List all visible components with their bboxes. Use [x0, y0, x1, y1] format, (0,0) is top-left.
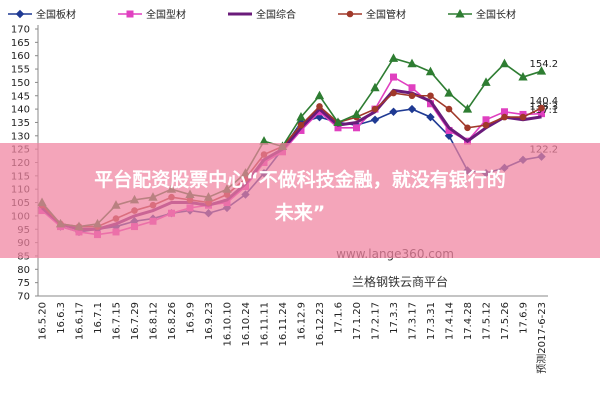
point — [15, 9, 25, 19]
point — [427, 92, 434, 100]
x-tick-label: 17.2.17 — [371, 302, 382, 340]
point — [316, 103, 323, 110]
y-tick-label: 75 — [17, 278, 30, 289]
point — [370, 82, 380, 92]
x-tick-label: 16.11.24 — [278, 302, 289, 347]
y-tick-label: 135 — [11, 118, 30, 129]
banner-line1: 平台配资股票中心“不做科技金融，就没有银行的 — [94, 168, 506, 191]
point — [390, 73, 397, 81]
point — [501, 113, 508, 121]
point — [333, 117, 343, 126]
x-tick-label: 17.5.12 — [482, 302, 493, 340]
watermark-platform: 兰格钢铁云商平台 — [352, 274, 448, 289]
y-tick-label: 155 — [11, 65, 30, 76]
point — [444, 88, 454, 97]
y-tick-label: 70 — [17, 292, 30, 303]
point — [346, 10, 354, 18]
end-label: 154.2 — [530, 59, 559, 70]
y-tick-label: 145 — [11, 91, 30, 102]
x-tick-label: 16.10.24 — [241, 302, 252, 347]
x-tick-label: 16.7.15 — [112, 302, 123, 340]
point — [389, 107, 398, 116]
x-tick-label: 17.1.20 — [352, 302, 363, 340]
point — [351, 109, 362, 118]
legend-label: 全国管材 — [366, 8, 406, 21]
point — [455, 8, 465, 18]
legend-label: 全国综合 — [256, 8, 296, 21]
x-tick-label: 16.5.20 — [38, 302, 49, 340]
point — [519, 113, 527, 121]
x-tick-label: 17.5.26 — [500, 302, 511, 340]
x-tick-label: 17.6.9 — [519, 302, 530, 334]
point — [353, 124, 360, 132]
y-tick-label: 140 — [11, 105, 30, 116]
y-tick-label: 130 — [11, 131, 30, 142]
point — [408, 92, 416, 100]
point — [444, 131, 454, 141]
point — [518, 72, 528, 81]
point — [538, 104, 545, 112]
x-tick-label: 17.4.14 — [445, 302, 456, 340]
point — [370, 115, 380, 124]
point — [482, 121, 490, 129]
point — [464, 124, 471, 132]
y-tick-label: 165 — [11, 38, 30, 49]
x-tick-label: 16.11.11 — [260, 302, 271, 347]
y-tick-label: 80 — [17, 265, 30, 276]
point — [407, 58, 417, 68]
banner-bg — [0, 143, 600, 258]
x-tick-label: 17.3.17 — [408, 302, 419, 340]
point — [314, 90, 325, 100]
x-tick-label: 预测2017-6-23 — [535, 302, 548, 374]
point — [407, 104, 417, 114]
x-tick-label: 16.9.23 — [204, 302, 215, 340]
legend-label: 全国长材 — [476, 8, 516, 21]
x-tick-label: 16.7.29 — [130, 302, 141, 340]
x-tick-label: 16.9.9 — [186, 302, 197, 334]
banner-line2: 未来” — [274, 201, 326, 224]
point — [390, 89, 397, 97]
y-tick-label: 170 — [11, 25, 30, 36]
legend-label: 全国型材 — [146, 8, 186, 21]
y-tick-label: 150 — [11, 78, 30, 89]
x-tick-label: 16.7.1 — [93, 302, 104, 334]
point — [426, 112, 435, 122]
x-tick-label: 16.8.12 — [149, 302, 160, 340]
x-tick-label: 17.1.6 — [334, 302, 345, 334]
y-tick-label: 160 — [11, 51, 30, 62]
end-label: 140.4 — [530, 96, 559, 107]
x-tick-label: 16.12.23 — [315, 302, 326, 347]
point — [445, 105, 453, 113]
x-tick-label: 17.3.3 — [389, 302, 400, 334]
x-tick-label: 16.6.3 — [56, 302, 67, 334]
x-tick-label: 16.8.26 — [167, 302, 178, 340]
point — [126, 10, 134, 18]
x-tick-label: 16.10.10 — [223, 302, 234, 347]
x-tick-label: 16.12.9 — [297, 302, 308, 340]
x-tick-label: 17.4.28 — [463, 302, 474, 340]
point — [315, 112, 324, 122]
x-tick-label: 17.3.31 — [426, 302, 437, 340]
point — [371, 105, 379, 113]
point — [462, 104, 473, 113]
point — [499, 58, 510, 68]
point — [425, 66, 436, 76]
legend-label: 全国板材 — [36, 8, 76, 21]
x-tick-label: 16.6.17 — [75, 302, 86, 340]
point — [296, 112, 306, 121]
point — [408, 84, 416, 92]
point — [481, 77, 491, 86]
point — [297, 121, 305, 129]
point — [536, 66, 547, 75]
point — [388, 53, 399, 62]
